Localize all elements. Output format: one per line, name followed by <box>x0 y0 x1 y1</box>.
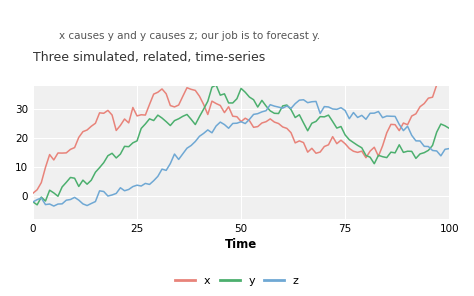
X-axis label: Time: Time <box>225 238 257 251</box>
Text: Three simulated, related, time-series: Three simulated, related, time-series <box>33 51 265 64</box>
Legend: x, y, z: x, y, z <box>171 271 303 290</box>
Text: x causes y and y causes z; our job is to forecast y.: x causes y and y causes z; our job is to… <box>59 31 320 41</box>
